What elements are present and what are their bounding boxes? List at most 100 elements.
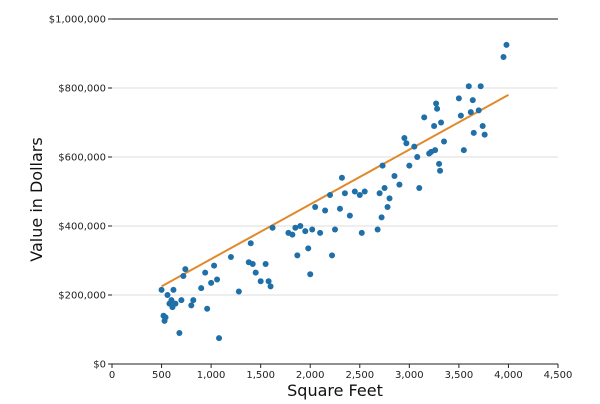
data-point (403, 140, 410, 147)
x-axis-ticks: 0 500 1,000 1,500 2,000 2,500 3,000 3,500 4,000 4… (109, 364, 573, 381)
x-tick-label: 0 (109, 370, 115, 381)
data-point (216, 335, 223, 342)
data-point (161, 317, 168, 324)
data-point (460, 147, 467, 154)
data-point (172, 300, 179, 307)
data-point (307, 271, 314, 278)
data-point (332, 226, 338, 233)
data-point (455, 95, 462, 102)
data-point (406, 162, 413, 169)
data-point (267, 283, 274, 290)
data-point (441, 138, 448, 145)
data-point (202, 269, 209, 276)
y-axis-ticks: $0 $200,000 $400,000 $600,000 $800,000 $1,000… (49, 15, 112, 371)
data-point (346, 212, 353, 219)
x-tick-label: 1,500 (246, 370, 275, 381)
y-tick-label: $800,000 (58, 84, 106, 95)
y-tick-label: $200,000 (58, 291, 106, 302)
data-point (262, 260, 269, 267)
data-point (305, 245, 312, 252)
data-point (309, 226, 316, 233)
x-axis-title: Square Feet (287, 381, 383, 400)
data-point (361, 188, 368, 195)
data-point (180, 273, 187, 280)
data-point (356, 191, 363, 198)
data-point (401, 135, 408, 142)
data-point (475, 107, 482, 114)
x-tick-label: 500 (152, 370, 171, 381)
data-point (176, 329, 183, 336)
y-tick-label: $600,000 (58, 153, 106, 164)
x-tick-label: 2,500 (345, 370, 374, 381)
data-point (469, 97, 476, 104)
data-point (170, 286, 177, 293)
y-tick-label: $0 (93, 360, 106, 371)
data-point (247, 240, 254, 247)
data-point (178, 297, 185, 304)
data-point (457, 112, 464, 119)
x-tick-label: 3,500 (445, 370, 474, 381)
data-point (379, 162, 386, 169)
y-tick-label: $400,000 (58, 222, 106, 233)
data-point (376, 190, 383, 197)
data-point (436, 160, 443, 167)
trend-line (161, 94, 509, 288)
y-tick-label: $1,000,000 (49, 15, 106, 26)
data-point (481, 131, 488, 138)
x-tick-label: 3,000 (395, 370, 424, 381)
data-point (322, 207, 329, 214)
data-point (214, 276, 221, 283)
data-point (188, 302, 195, 309)
data-point (503, 41, 510, 48)
x-tick-label: 4,000 (494, 370, 523, 381)
data-point (396, 181, 403, 188)
data-point (470, 129, 477, 136)
data-point (292, 224, 299, 231)
data-point (327, 191, 334, 198)
grid-lines (112, 18, 558, 296)
x-tick-label: 1,000 (197, 370, 226, 381)
data-point (269, 224, 276, 231)
data-point (164, 292, 171, 298)
data-point (289, 231, 296, 238)
data-point (182, 266, 189, 273)
trend-line-group (161, 94, 509, 288)
data-point (479, 122, 486, 129)
data-point (414, 154, 421, 160)
data-point (338, 174, 345, 181)
data-point (336, 205, 343, 212)
data-point (386, 195, 393, 202)
data-point (411, 143, 418, 150)
data-point (477, 83, 484, 90)
data-point (421, 114, 428, 121)
data-point (190, 297, 197, 304)
data-point (378, 214, 385, 221)
data-point (500, 53, 507, 60)
data-point (297, 223, 304, 229)
data-point (249, 260, 256, 267)
data-point (391, 172, 398, 179)
data-point (329, 252, 336, 259)
data-point (467, 109, 474, 116)
data-point (211, 262, 218, 269)
data-point (198, 285, 205, 292)
data-point (431, 122, 438, 129)
data-point (168, 297, 175, 304)
data-point (351, 188, 358, 195)
data-point (416, 185, 423, 192)
data-point (302, 228, 309, 235)
data-point (437, 167, 444, 174)
data-point (158, 286, 165, 293)
x-tick-label: 2,000 (296, 370, 325, 381)
y-axis-title: Value in Dollars (27, 137, 46, 261)
data-point (434, 105, 441, 112)
data-point (312, 204, 319, 211)
data-point (374, 226, 381, 233)
data-point (317, 229, 324, 236)
x-tick-label: 4,500 (544, 370, 573, 381)
data-point (208, 279, 215, 286)
data-point (204, 305, 211, 312)
data-point (235, 288, 242, 295)
data-point (252, 269, 259, 276)
